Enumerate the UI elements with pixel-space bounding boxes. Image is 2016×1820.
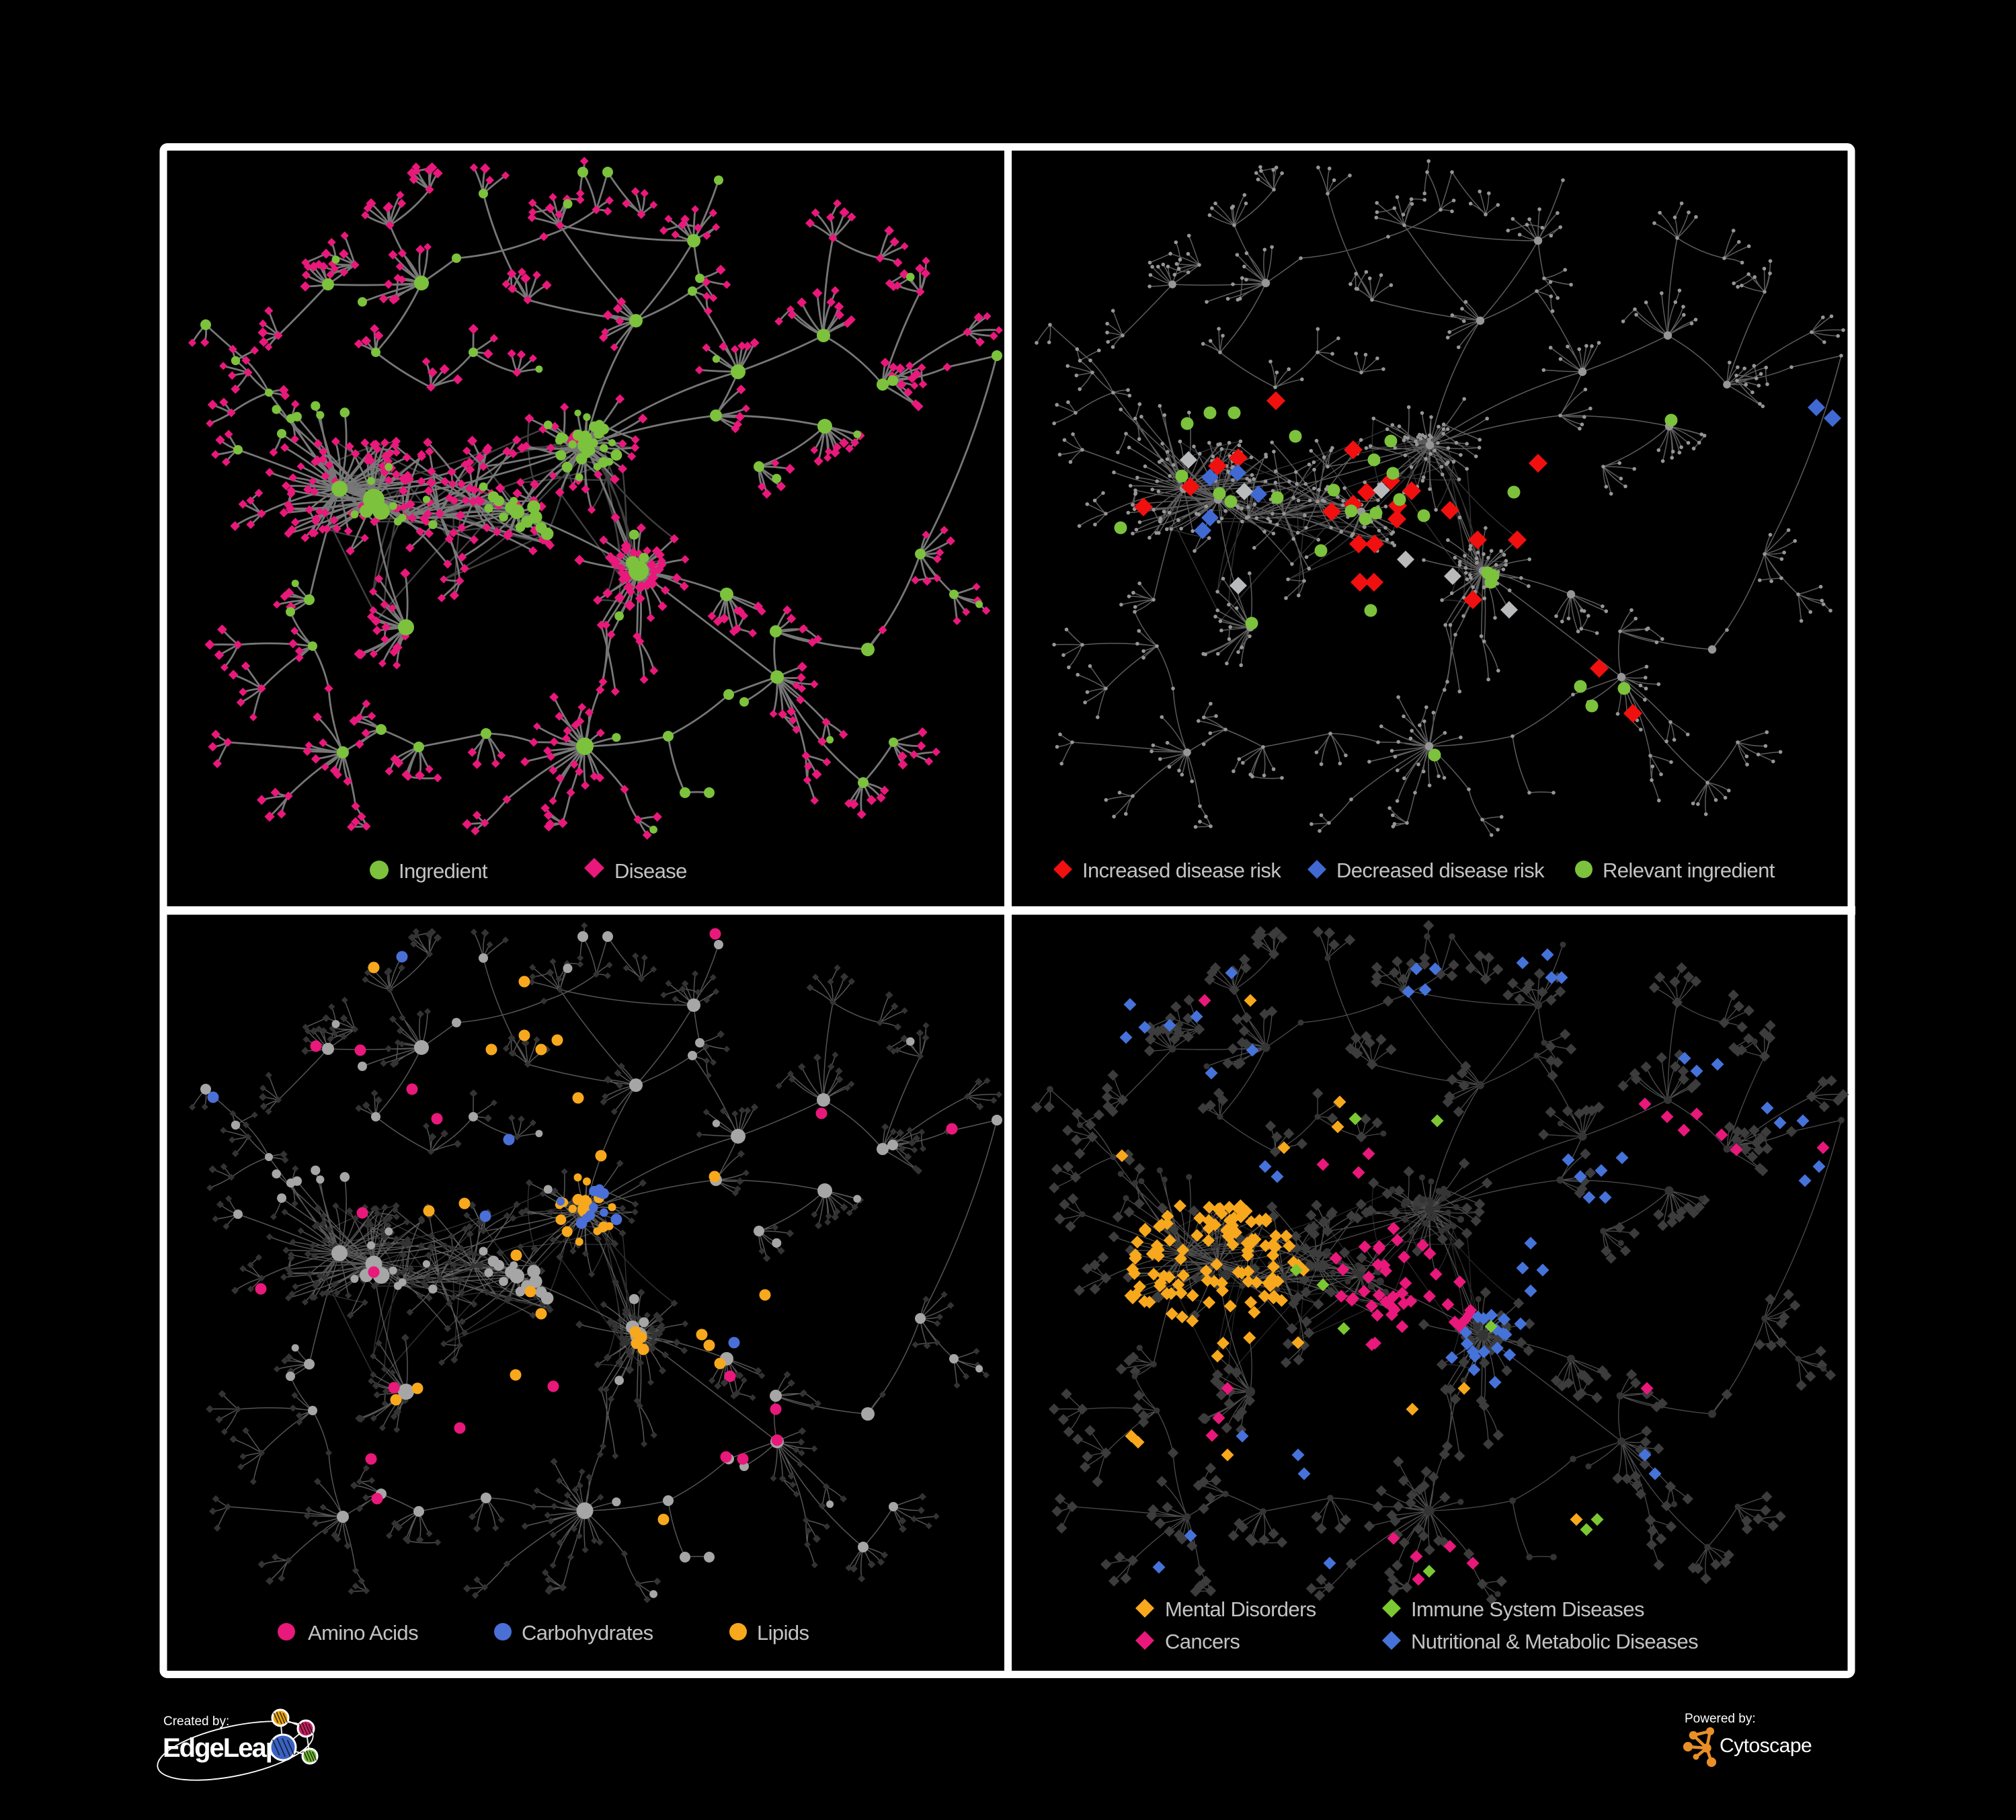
svg-text:Created by:: Created by: <box>163 1714 229 1729</box>
svg-text:Lipids: Lipids <box>757 1621 809 1645</box>
svg-text:Carbohydrates: Carbohydrates <box>522 1621 653 1645</box>
svg-text:Ingredient: Ingredient <box>399 859 488 883</box>
svg-text:Cytoscape: Cytoscape <box>1720 1735 1812 1757</box>
svg-text:Nutritional & Metabolic Diseas: Nutritional & Metabolic Diseases <box>1411 1630 1698 1653</box>
svg-text:EdgeLeap: EdgeLeap <box>163 1733 281 1763</box>
svg-text:Cancers: Cancers <box>1165 1630 1240 1653</box>
svg-text:Amino Acids: Amino Acids <box>308 1621 418 1645</box>
svg-text:Decreased disease risk: Decreased disease risk <box>1336 859 1545 882</box>
svg-text:Immune System Diseases: Immune System Diseases <box>1411 1597 1644 1621</box>
svg-text:Increased disease risk: Increased disease risk <box>1082 859 1281 882</box>
svg-text:Powered by:: Powered by: <box>1685 1712 1756 1726</box>
svg-text:Relevant ingredient: Relevant ingredient <box>1603 859 1775 882</box>
svg-text:Disease: Disease <box>614 859 687 883</box>
svg-text:Mental Disorders: Mental Disorders <box>1165 1597 1316 1621</box>
